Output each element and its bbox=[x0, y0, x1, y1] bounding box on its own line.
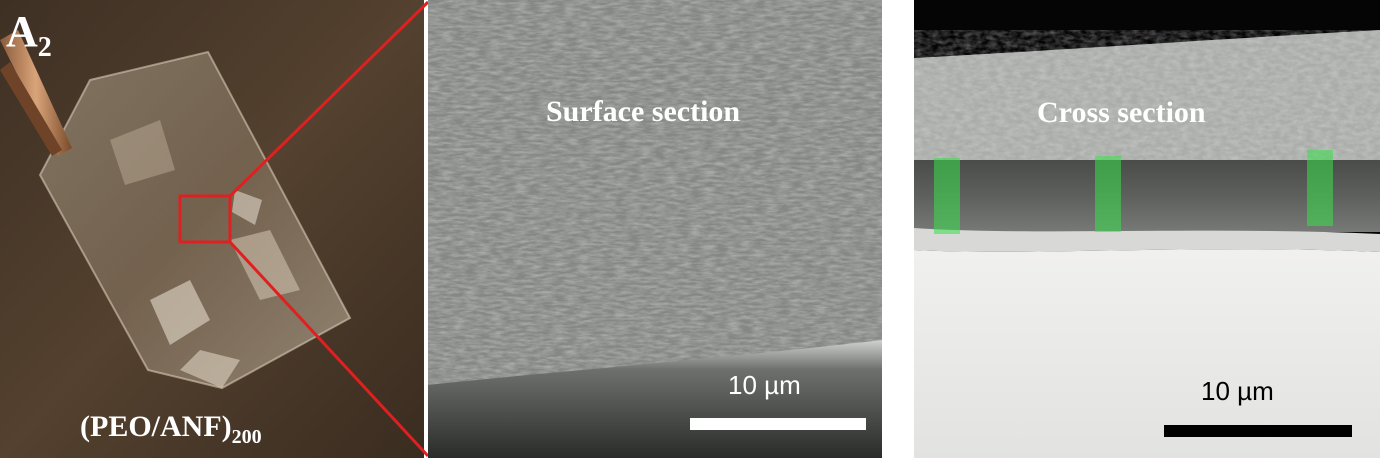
surface-sem-panel: Surface section 10 µm bbox=[428, 0, 882, 458]
film-highlight bbox=[110, 120, 175, 185]
cross-section-title: Cross section bbox=[1037, 96, 1206, 129]
sample-label: (PEO/ANF)200 bbox=[80, 410, 262, 454]
interface bbox=[914, 228, 1380, 252]
thickness-markers bbox=[934, 150, 1333, 234]
surface-section-title: Surface section bbox=[546, 95, 741, 128]
scale-bar-label: 10 µm bbox=[728, 370, 801, 400]
film-cross-section bbox=[914, 160, 1380, 232]
panel-label-main: A bbox=[6, 7, 38, 56]
photo-panel: A2 (PEO/ANF)200 bbox=[0, 0, 424, 458]
sample-label-main: (PEO/ANF) bbox=[80, 410, 232, 443]
panel-label: A2 bbox=[6, 10, 52, 70]
panel-label-sub: 2 bbox=[37, 31, 52, 63]
film-photo bbox=[0, 0, 424, 458]
scale-bar bbox=[690, 418, 866, 430]
film-highlight bbox=[150, 280, 210, 345]
cross-sem-panel: Cross section 10 µm bbox=[914, 0, 1380, 458]
thickness-marker bbox=[934, 158, 960, 234]
zoom-callout-box bbox=[178, 194, 232, 244]
substrate bbox=[914, 249, 1380, 458]
tweezers bbox=[0, 30, 72, 156]
film-highlight bbox=[180, 350, 240, 388]
film-highlight bbox=[232, 190, 262, 225]
thickness-marker bbox=[1307, 150, 1333, 226]
thickness-marker bbox=[1095, 156, 1121, 232]
scale-bar bbox=[1164, 425, 1352, 437]
surface-sem-image bbox=[428, 0, 882, 458]
scale-bar-label: 10 µm bbox=[1201, 376, 1274, 406]
cross-sem-image bbox=[914, 0, 1380, 458]
tweezers bbox=[0, 62, 62, 156]
sample-label-sub: 200 bbox=[231, 426, 262, 448]
